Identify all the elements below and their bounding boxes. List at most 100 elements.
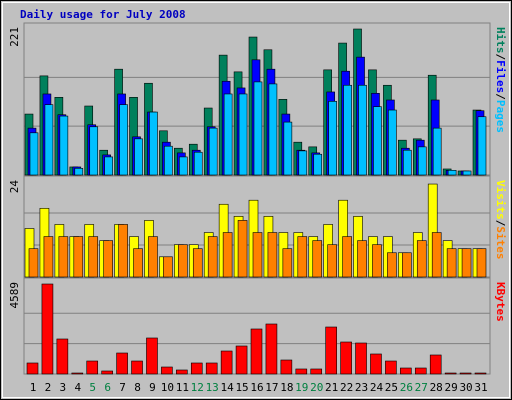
x-tick-label: 5 [89,381,96,394]
x-tick-label: 28 [430,381,443,394]
bar [205,362,218,375]
bar [148,236,158,278]
x-tick-label: 18 [280,381,293,394]
chart-title: Daily usage for July 2008 [20,8,186,21]
bar [283,121,293,176]
bar [131,360,143,375]
bar [414,367,427,375]
legend-entry: Files [494,60,507,93]
x-tick-label: 24 [370,381,384,394]
bar [343,84,352,176]
bar [250,328,263,375]
bar [238,93,248,176]
bar [71,372,84,375]
bar [325,326,337,375]
bar [295,368,308,375]
bar [86,360,99,375]
bar [385,360,397,375]
legend-separator: / [494,54,507,61]
bar [118,224,128,278]
bar [119,104,128,176]
bar [164,145,173,176]
x-tick-label: 9 [149,381,156,394]
bar [89,126,99,176]
x-tick-label: 29 [445,381,458,394]
bar [298,150,308,176]
bar [56,338,69,375]
bar [387,252,397,278]
x-tick-label: 23 [355,381,368,394]
bar [402,252,412,278]
bar [223,93,233,176]
bar [372,244,382,278]
bar [149,111,158,176]
bar [459,372,472,375]
legend-entry: Pages [494,100,507,133]
x-tick-label: 10 [161,381,174,394]
bar [444,372,457,375]
x-tick-label: 2 [45,381,52,394]
x-tick-label: 27 [415,381,428,394]
bar [267,232,278,278]
bar [220,350,233,375]
bar [58,236,69,278]
legend-entry: Hits [494,27,507,54]
bar [104,156,113,176]
legend-entry: Sites [494,226,507,259]
bar [73,236,84,278]
bar [417,146,427,176]
bar [355,342,367,375]
bar [313,153,323,176]
y-tick-label: 221 [8,27,21,47]
bar [26,362,39,375]
x-tick-label: 11 [176,381,189,394]
bar [373,106,382,176]
bar [432,127,442,176]
bar [59,115,69,176]
legend-separator: / [494,220,507,227]
bar [280,359,293,375]
x-tick-label: 22 [340,381,353,394]
bar [265,323,278,375]
x-tick-label: 4 [74,381,81,394]
x-tick-label: 6 [104,381,111,394]
bar [207,236,218,278]
bar [447,170,457,176]
bar [358,84,367,176]
bar [41,283,54,375]
x-tick-label: 8 [134,381,141,394]
bar [192,248,203,278]
y-tick-label: 4589 [8,282,21,309]
x-tick-label: 19 [295,381,308,394]
bar [268,83,278,176]
x-tick-label: 25 [385,381,398,394]
bar [461,248,472,278]
bar [253,81,263,176]
bar [446,248,457,278]
bar [176,369,188,375]
x-tick-label: 26 [400,381,413,394]
x-tick-label: 1 [30,381,37,394]
bar [327,244,337,278]
bar [44,104,54,176]
bar [312,240,323,278]
legend: KBytes [494,282,507,322]
x-tick-label: 13 [206,381,219,394]
bar [178,244,188,278]
bar [297,236,308,278]
x-tick-label: 3 [60,381,67,394]
x-tick-label: 31 [474,381,487,394]
bar [179,156,188,176]
bar [116,352,128,375]
bar [161,366,173,375]
bar [400,367,412,375]
x-tick-label: 17 [265,381,278,394]
bar [208,127,218,176]
bar [476,248,487,278]
bar [134,138,143,176]
bar [29,132,39,176]
bar [403,149,412,176]
bar [252,232,263,278]
